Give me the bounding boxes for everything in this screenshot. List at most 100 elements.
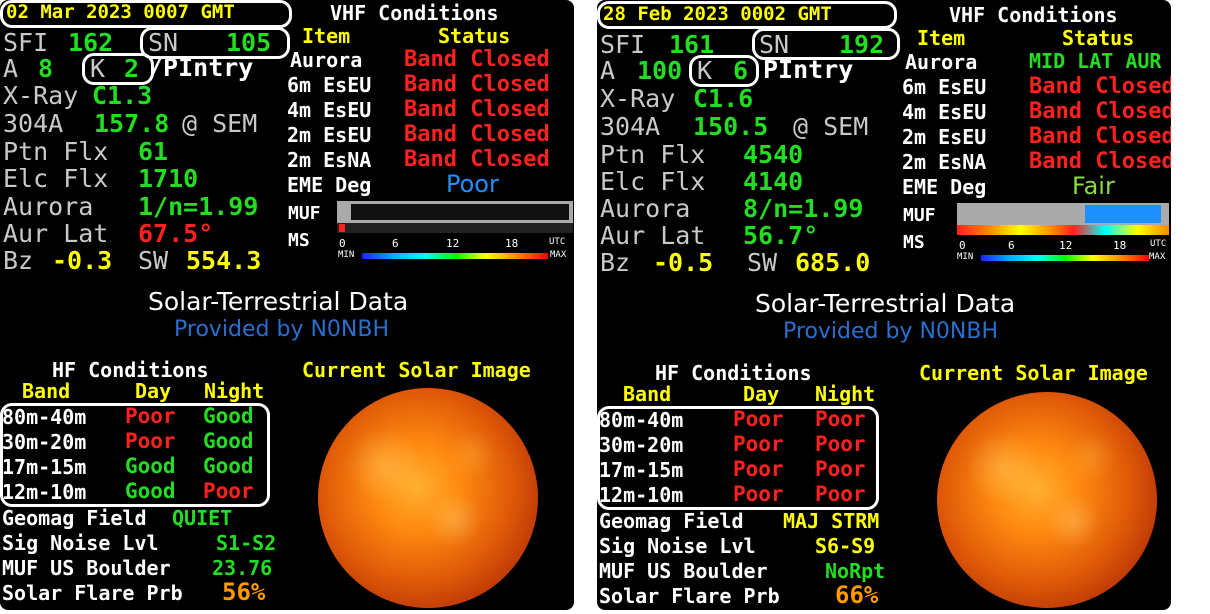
sw-label: SW [747,248,778,277]
scale-tick-6: 6 [392,237,399,250]
mufus-value: 23.76 [212,556,273,580]
scale-tick-18: 18 [505,237,519,250]
night-header: Night [815,382,876,406]
scale-max: MAX [550,250,567,260]
hf-night-1: Poor [815,432,866,456]
hf-band-3: 12m-10m [599,483,684,507]
hf-band-2: 17m-15m [2,455,87,479]
vhf-status-1: Band Closed [404,72,550,97]
muf-bar [337,201,573,223]
color-scale [362,253,548,259]
mufus-label: MUF US Boulder [2,556,171,580]
elc-label: Elc Flx [600,167,706,196]
aurlat-value: 56.7° [743,221,819,250]
flare-value: 66% [835,581,879,609]
hf-night-3: Poor [815,482,866,506]
geomag-value: MAJ STRM [783,509,880,533]
hf-title: HF Conditions [655,361,812,385]
vhf-status-4: Band Closed [404,147,550,172]
vhf-item-5: EME Deg [902,175,987,199]
hf-band-0: 80m-40m [2,405,87,429]
scale-min: MIN [957,252,974,262]
bz-label: Bz [600,248,631,277]
band-header: Band [623,382,672,406]
vhf-item-5: EME Deg [287,173,372,197]
hf-night-0: Good [203,404,254,428]
aurora-label: Aurora [3,192,94,221]
muf-bar-fill [1085,205,1161,223]
k-suffix: /PIntry [148,53,254,82]
vhf-item-1: 6m EsEU [902,75,987,99]
vhf-status-2: Band Closed [404,97,550,122]
k-value: 6 [733,56,749,85]
highlight-sn [752,28,900,60]
a304-suffix: @ SEM [793,112,869,141]
a-label: A [3,54,19,83]
scale-tick-6: 6 [1008,239,1015,252]
aurora-value: 1/n=1.99 [138,192,259,221]
sw-value: 685.0 [795,248,871,277]
highlight-datetime [0,0,292,28]
hf-band-1: 30m-20m [599,433,684,457]
xray-label: X-Ray [600,84,676,113]
sfi-label: SFI [600,30,646,59]
highlight-k [82,53,154,85]
signoise-value: S6-S9 [815,534,876,558]
sfi-value: 162 [68,28,114,57]
sw-value: 554.3 [186,246,262,275]
sn-value: 105 [226,28,272,57]
bz-value: -0.5 [653,248,714,277]
ptn-value: 61 [138,137,169,166]
hf-band-3: 12m-10m [2,480,87,504]
xray-value: C1.6 [693,84,754,113]
sn-value: 192 [839,30,885,59]
highlight-k [689,55,759,87]
scale-tick-utc: UTC [549,237,566,247]
a304-suffix: @ SEM [182,109,258,138]
solar-panel-left: 02 Mar 2023 0007 GMT VHF Conditions Item… [0,0,574,610]
a304-label: 304A [600,112,661,141]
hf-day-0: Poor [125,404,176,428]
muf-label: MUF [288,203,321,224]
a-value: 8 [38,54,54,83]
vhf-item-1: 6m EsEU [287,73,372,97]
hf-night-2: Poor [815,457,866,481]
flare-value: 56% [222,578,266,606]
vhf-item-2: 4m EsEU [902,100,987,124]
status-header: Status [1062,26,1135,50]
hf-day-1: Poor [733,432,784,456]
a304-value: 150.5 [693,112,769,141]
scale-tick-18: 18 [1113,239,1127,252]
signoise-value: S1-S2 [216,531,277,555]
solar-image [937,392,1157,608]
vhf-status-5: Poor [446,170,499,198]
day-header: Day [743,382,780,406]
mufus-label: MUF US Boulder [599,559,768,583]
elc-value: 1710 [138,164,199,193]
hf-day-0: Poor [733,407,784,431]
sw-label: SW [138,246,169,275]
ptn-label: Ptn Flx [3,137,109,166]
color-scale [981,255,1149,261]
sn-label: SN [759,30,790,59]
status-header: Status [438,24,511,48]
elc-label: Elc Flx [3,164,109,193]
muf-bar [957,203,1169,225]
ms-bar-fill [339,224,345,232]
geomag-label: Geomag Field [2,506,147,530]
aurora-value: 8/n=1.99 [743,194,864,223]
provider-link[interactable]: Provided by N0NBH [783,319,999,344]
vhf-status-4: Band Closed [1029,149,1171,174]
scale-tick-12: 12 [1059,239,1073,252]
provider-link[interactable]: Provided by N0NBH [174,317,390,342]
hf-band-2: 17m-15m [599,458,684,482]
hf-night-1: Good [203,429,254,453]
highlight-hf [0,403,270,507]
solar-panel-right: 28 Feb 2023 0002 GMT VHF Conditions Item… [597,0,1171,610]
hf-band-1: 30m-20m [2,430,87,454]
hf-day-3: Good [125,479,176,503]
scale-tick-12: 12 [446,237,460,250]
vhf-item-3: 2m EsEU [902,125,987,149]
day-header: Day [135,379,172,403]
geomag-value: QUIET [172,506,233,530]
